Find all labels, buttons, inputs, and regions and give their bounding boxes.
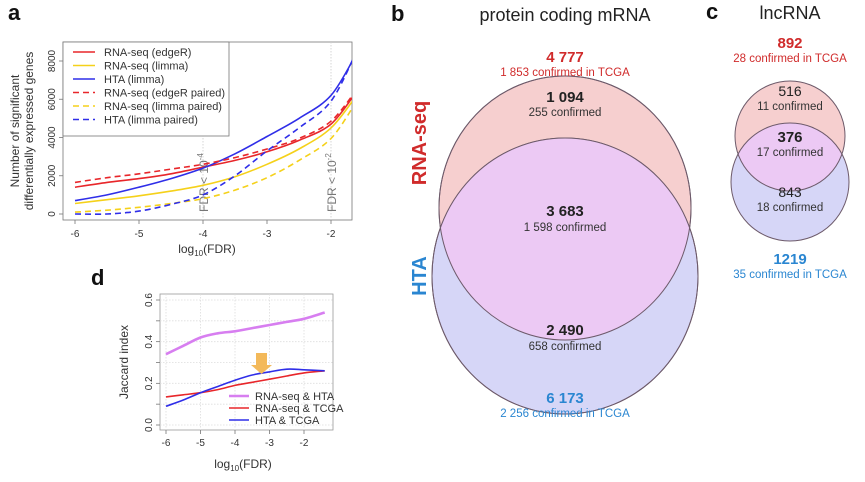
chart-d-series-line [165, 311, 326, 356]
chart-a-ytick-label: 4000 [47, 126, 58, 149]
chart-d-ytick-label: 0.4 [144, 334, 155, 348]
chart-d-legend-label: RNA-seq & HTA [255, 391, 335, 403]
chart-a-threshold-label: FDR < 10-2 [324, 153, 339, 212]
venn-mrna-hta-only-confirmed: 658 confirmed [529, 341, 602, 353]
venn-mrna: 4 777 1 853 confirmed in TCGA 1 094 255 … [409, 49, 699, 420]
chart-a: FDR < 10-4 FDR < 10-2 -6 -5 -4 -3 -2 0 2000 4000… [8, 41, 353, 258]
venn-mrna-overlap [439, 138, 691, 340]
chart-a-threshold-label: FDR < 10-4 [196, 153, 211, 212]
venn-lnc-title: lncRNA [759, 3, 820, 23]
venn-lnc-rnaseq-total: 892 [777, 35, 802, 52]
chart-d-ylabel: Jaccard index [117, 325, 131, 399]
venn-lnc: 892 28 confirmed in TCGA 516 11 confirme… [730, 35, 850, 281]
chart-a-ytick-label: 8000 [47, 49, 58, 72]
chart-a-legend-label: RNA-seq (limma) [104, 61, 188, 73]
chart-d-series-line [165, 370, 325, 398]
chart-d-legend-label: RNA-seq & TCGA [255, 403, 344, 415]
panel-d-label: d [91, 265, 104, 290]
chart-a-legend-label: RNA-seq (edgeR) [104, 47, 191, 59]
venn-mrna-hta-label: HTA [409, 256, 431, 296]
chart-a-legend-box [62, 41, 230, 137]
chart-a-xtick-label: -3 [263, 229, 272, 240]
venn-mrna-hta-total-confirmed: 2 256 confirmed in TCGA [500, 408, 630, 420]
venn-mrna-rnaseq-total: 4 777 [546, 49, 584, 66]
chart-d-xtick-label: -6 [162, 438, 171, 449]
chart-a-ylabel-line2: differentially expressed genes [22, 52, 36, 211]
venn-mrna-rnaseq-only-confirmed: 255 confirmed [529, 107, 602, 119]
panel-c-label: c [706, 0, 718, 24]
chart-a-series-line [74, 106, 352, 213]
panel-a-label: a [8, 0, 21, 25]
venn-mrna-rnaseq-total-confirmed: 1 853 confirmed in TCGA [500, 67, 630, 79]
venn-mrna-overlap-count: 3 683 [546, 203, 584, 220]
chart-a-xtick-label: -2 [327, 229, 336, 240]
venn-lnc-rnaseq-total-confirmed: 28 confirmed in TCGA [733, 53, 847, 65]
chart-a-ytick-label: 6000 [47, 88, 58, 111]
chart-a-xtick-label: -4 [199, 229, 208, 240]
chart-a-xlabel: log10(FDR) [178, 242, 236, 258]
venn-lnc-overlap-count: 376 [777, 129, 802, 146]
chart-d-xtick-label: -2 [300, 438, 309, 449]
down-arrow-icon [251, 353, 272, 374]
chart-d-ytick-label: 0.6 [144, 293, 155, 307]
chart-a-legend-label: HTA (limma) [104, 74, 164, 86]
venn-lnc-hta-total-confirmed: 35 confirmed in TCGA [733, 269, 847, 281]
venn-lnc-rnaseq-only: 516 [778, 83, 802, 99]
chart-d-xtick-label: -4 [231, 438, 240, 449]
chart-a-legend: RNA-seq (edgeR)RNA-seq (limma)HTA (limma… [62, 41, 230, 137]
panel-b-label: b [391, 1, 404, 26]
chart-d-legend-label: HTA & TCGA [255, 415, 320, 427]
venn-lnc-overlap [735, 123, 845, 191]
chart-a-ytick-label: 0 [47, 211, 58, 217]
chart-a-series-line [74, 100, 352, 205]
chart-d-series-line [165, 368, 325, 408]
chart-a-series-line [74, 94, 352, 184]
venn-mrna-title: protein coding mRNA [479, 5, 650, 25]
venn-lnc-overlap-confirmed: 17 confirmed [757, 147, 823, 159]
chart-d-xtick-label: -5 [196, 438, 205, 449]
venn-lnc-hta-only: 843 [778, 184, 802, 200]
chart-d-ytick-label: 0.0 [144, 418, 155, 432]
venn-mrna-overlap-confirmed: 1 598 confirmed [524, 222, 606, 234]
venn-lnc-hta-total: 1219 [773, 251, 806, 268]
venn-mrna-rnaseq-label: RNA-seq [409, 101, 431, 185]
venn-lnc-hta-only-confirmed: 18 confirmed [757, 202, 823, 214]
venn-mrna-hta-only: 2 490 [546, 322, 584, 339]
chart-d-xtick-label: -3 [265, 438, 274, 449]
chart-a-legend-label: RNA-seq (edgeR paired) [104, 88, 225, 100]
venn-mrna-hta-total: 6 173 [546, 390, 584, 407]
chart-d-plot-frame [159, 293, 334, 431]
chart-a-ytick-label: 2000 [47, 164, 58, 187]
chart-d-ytick-label: 0.2 [144, 376, 155, 390]
chart-d-xlabel: log10(FDR) [214, 457, 272, 473]
chart-a-xtick-label: -5 [135, 229, 144, 240]
chart-a-xtick-label: -6 [71, 229, 80, 240]
chart-a-legend-label: RNA-seq (limma paired) [104, 101, 222, 113]
chart-a-series-line [74, 96, 352, 188]
chart-d: -6 -5 -4 -3 -2 0.0 0.2 0.4 0.6 RNA-seq & HTARNA-… [117, 293, 344, 473]
chart-a-legend-label: HTA (limma paired) [104, 115, 198, 127]
venn-mrna-rnaseq-only: 1 094 [546, 89, 584, 106]
venn-lnc-rnaseq-only-confirmed: 11 confirmed [757, 101, 823, 113]
chart-a-ylabel-line1: Number of significant [8, 74, 22, 187]
